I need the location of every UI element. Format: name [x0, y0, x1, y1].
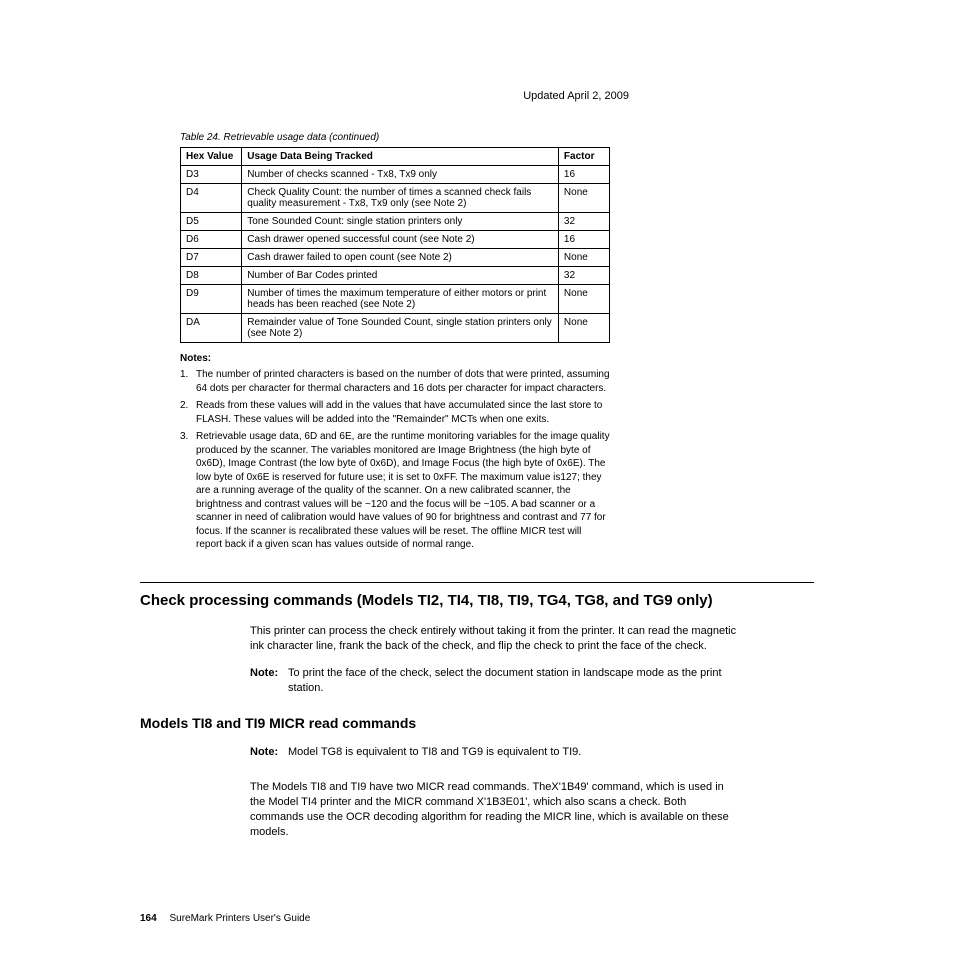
- table-cell: 16: [558, 231, 609, 249]
- page-number: 164: [140, 913, 157, 924]
- table-cell: Number of checks scanned - Tx8, Tx9 only: [242, 166, 559, 184]
- section-heading-check-processing: Check processing commands (Models TI2, T…: [140, 591, 814, 611]
- table-cell: D6: [181, 231, 242, 249]
- table-cell: D7: [181, 249, 242, 267]
- table-cell: D4: [181, 184, 242, 213]
- table-caption: Table 24. Retrievable usage data (contin…: [180, 132, 814, 143]
- table-row: D9Number of times the maximum temperatur…: [181, 285, 610, 314]
- section2-note: Note: Model TG8 is equivalent to TI8 and…: [250, 745, 740, 760]
- document-page: Updated April 2, 2009 Table 24. Retrieva…: [0, 0, 954, 882]
- table-cell: Remainder value of Tone Sounded Count, s…: [242, 314, 559, 343]
- note-number: 3.: [180, 430, 196, 552]
- table-row: D5Tone Sounded Count: single station pri…: [181, 213, 610, 231]
- note-text: Retrievable usage data, 6D and 6E, are t…: [196, 430, 610, 552]
- note-item: 2.Reads from these values will add in th…: [180, 399, 610, 426]
- table-cell: Number of Bar Codes printed: [242, 267, 559, 285]
- table-row: D8Number of Bar Codes printed32: [181, 267, 610, 285]
- table-row: D6Cash drawer opened successful count (s…: [181, 231, 610, 249]
- note-label: Note:: [250, 745, 288, 760]
- note-number: 1.: [180, 368, 196, 395]
- section-divider: [140, 582, 814, 583]
- header-date: Updated April 2, 2009: [140, 90, 629, 102]
- table-cell: None: [558, 249, 609, 267]
- section1-note: Note: To print the face of the check, se…: [250, 666, 740, 696]
- note-text: Reads from these values will add in the …: [196, 399, 610, 426]
- table-cell: DA: [181, 314, 242, 343]
- table-cell: None: [558, 314, 609, 343]
- table-row: D4Check Quality Count: the number of tim…: [181, 184, 610, 213]
- table-row: D7Cash drawer failed to open count (see …: [181, 249, 610, 267]
- table-row: DARemainder value of Tone Sounded Count,…: [181, 314, 610, 343]
- notes-section: Notes: 1.The number of printed character…: [180, 353, 610, 552]
- note-label: Note:: [250, 666, 288, 696]
- table-cell: 16: [558, 166, 609, 184]
- note-body: Model TG8 is equivalent to TI8 and TG9 i…: [288, 745, 740, 760]
- footer-title: SureMark Printers User's Guide: [169, 913, 310, 924]
- section-heading-micr: Models TI8 and TI9 MICR read commands: [140, 715, 814, 731]
- note-text: The number of printed characters is base…: [196, 368, 610, 395]
- column-header-usage: Usage Data Being Tracked: [242, 148, 559, 166]
- table-cell: Cash drawer opened successful count (see…: [242, 231, 559, 249]
- note-item: 3.Retrievable usage data, 6D and 6E, are…: [180, 430, 610, 552]
- table-cell: D9: [181, 285, 242, 314]
- table-cell: None: [558, 184, 609, 213]
- table-cell: None: [558, 285, 609, 314]
- table-cell: D8: [181, 267, 242, 285]
- column-header-hex: Hex Value: [181, 148, 242, 166]
- notes-title: Notes:: [180, 353, 610, 364]
- note-number: 2.: [180, 399, 196, 426]
- table-cell: Cash drawer failed to open count (see No…: [242, 249, 559, 267]
- section1-body: This printer can process the check entir…: [250, 624, 740, 654]
- table-cell: Number of times the maximum temperature …: [242, 285, 559, 314]
- table-cell: D3: [181, 166, 242, 184]
- table-row: D3Number of checks scanned - Tx8, Tx9 on…: [181, 166, 610, 184]
- table-header-row: Hex Value Usage Data Being Tracked Facto…: [181, 148, 610, 166]
- note-item: 1.The number of printed characters is ba…: [180, 368, 610, 395]
- section2-body: The Models TI8 and TI9 have two MICR rea…: [250, 780, 740, 839]
- usage-data-table: Hex Value Usage Data Being Tracked Facto…: [180, 147, 610, 343]
- table-cell: Tone Sounded Count: single station print…: [242, 213, 559, 231]
- page-footer: 164 SureMark Printers User's Guide: [140, 913, 310, 924]
- table-cell: 32: [558, 213, 609, 231]
- note-body: To print the face of the check, select t…: [288, 666, 740, 696]
- table-cell: Check Quality Count: the number of times…: [242, 184, 559, 213]
- table-cell: D5: [181, 213, 242, 231]
- table-cell: 32: [558, 267, 609, 285]
- column-header-factor: Factor: [558, 148, 609, 166]
